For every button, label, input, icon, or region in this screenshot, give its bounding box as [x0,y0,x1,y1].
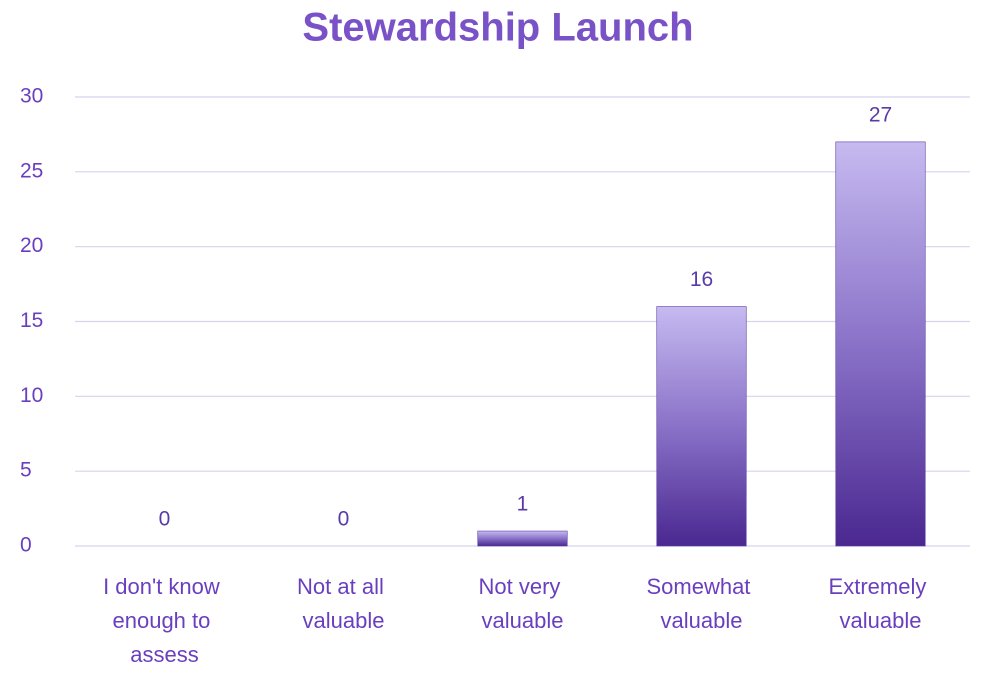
bar [477,530,568,547]
data-label: 0 [159,508,171,531]
chart-title: Stewardship Launch [302,6,693,50]
x-tick-label: Not very valuable [478,574,566,633]
y-tick-label: 25 [20,159,43,182]
x-tick-label: I don't know enough to assess [103,574,226,667]
y-tick-label: 20 [20,234,43,257]
y-tick-label: 10 [20,384,43,407]
data-label: 0 [338,508,350,531]
y-tick-label: 0 [20,534,32,557]
y-tick-label: 15 [20,309,43,332]
y-tick-label: 30 [20,85,43,108]
y-tick-label: 5 [20,459,32,482]
x-tick-label: Somewhat valuable [646,574,756,633]
x-tick-label: Extremely valuable [829,574,933,633]
data-label: 27 [869,103,892,126]
bar [835,141,926,547]
bar [656,306,747,547]
data-label: 16 [690,268,713,291]
x-tick-label: Not at all valuable [297,574,390,633]
data-label: 1 [517,493,529,516]
